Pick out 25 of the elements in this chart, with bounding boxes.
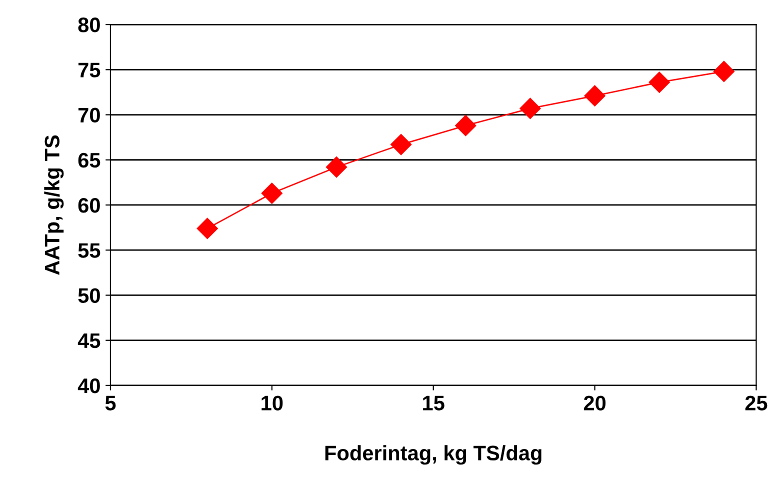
- x-tick-label: 10: [262, 396, 283, 410]
- x-tick-label: 5: [105, 396, 116, 410]
- y-axis-title: AATp, g/kg TS: [44, 135, 64, 275]
- point: [713, 60, 734, 82]
- x-tick-label: 20: [584, 396, 606, 410]
- point: [326, 156, 347, 178]
- point: [584, 85, 606, 106]
- x-tick-label: 15: [423, 396, 444, 410]
- y-tick-label: 75: [78, 62, 100, 78]
- y-tick-label: 60: [78, 198, 100, 213]
- y-tick-label: 70: [78, 108, 100, 123]
- y-tick-label: 50: [78, 288, 100, 303]
- y-tick-label: 65: [78, 152, 100, 168]
- point: [196, 218, 218, 239]
- point: [390, 134, 412, 156]
- point: [261, 182, 282, 204]
- y-tick-label: 55: [78, 243, 100, 258]
- y-tick-label: 45: [78, 334, 100, 348]
- point: [455, 115, 476, 136]
- x-tick-label: 25: [745, 396, 768, 410]
- y-tick-label: 80: [78, 18, 100, 32]
- point: [520, 98, 541, 119]
- point: [648, 72, 670, 93]
- y-tick-label: 40: [78, 378, 100, 394]
- x-axis-title: Foderintag, kg TS/dag: [325, 445, 542, 465]
